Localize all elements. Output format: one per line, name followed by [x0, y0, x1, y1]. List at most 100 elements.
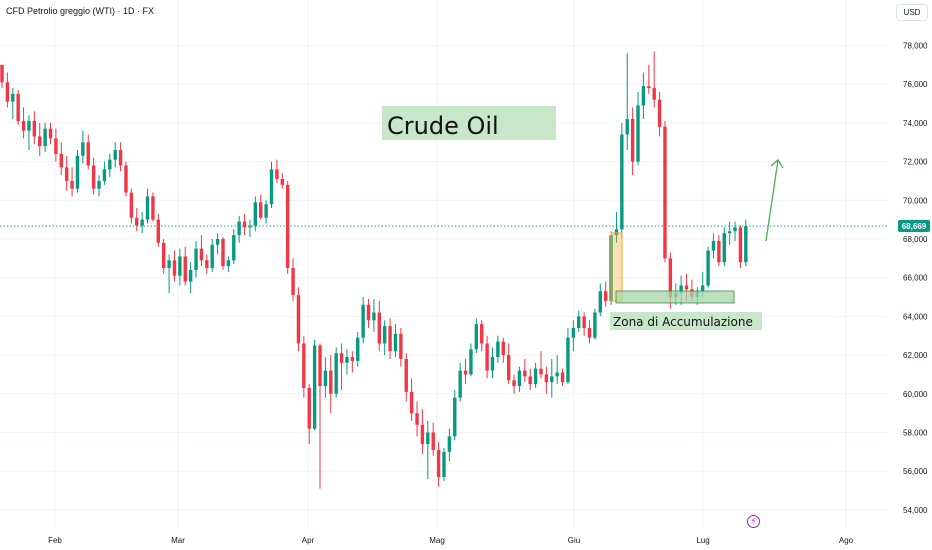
candle-body — [485, 343, 489, 371]
candle-body — [533, 368, 538, 385]
candle-body — [16, 93, 20, 121]
candle-body — [625, 119, 629, 135]
candle-body — [372, 312, 376, 321]
candle-body — [345, 357, 349, 363]
candle-body — [183, 256, 187, 282]
candle-body — [701, 285, 705, 292]
x-tick-label: Ago — [839, 536, 854, 545]
candle-body — [5, 82, 10, 102]
candle-body — [377, 312, 381, 344]
candle-body — [43, 128, 47, 147]
candle-body — [64, 167, 69, 181]
candle-body — [242, 221, 247, 228]
candle-body — [259, 202, 263, 218]
candle-body — [318, 345, 322, 387]
candle-body — [463, 370, 468, 375]
candle-body — [21, 120, 26, 131]
candle-body — [269, 169, 274, 205]
candle-body — [620, 134, 624, 230]
candle-body — [108, 159, 112, 170]
x-tick-label: Apr — [302, 536, 315, 545]
candle-body — [237, 221, 241, 236]
candle-body — [54, 138, 58, 154]
candle-body — [647, 86, 651, 89]
candle-body — [641, 86, 646, 106]
candle-body — [382, 326, 387, 344]
candle-body — [102, 169, 107, 181]
candle-body — [528, 376, 532, 385]
candle-body — [226, 260, 231, 267]
candle-body — [188, 269, 193, 282]
candle-body — [210, 244, 214, 269]
candle-body — [264, 204, 268, 218]
candle-body — [684, 285, 689, 290]
candle-body — [113, 149, 117, 160]
candle-body — [32, 120, 37, 137]
candle-body — [329, 370, 333, 394]
accumulation-zone — [615, 290, 735, 304]
x-tick-label: Mag — [429, 536, 445, 545]
candle-body — [167, 260, 171, 269]
candle-body — [501, 341, 505, 356]
candle-body — [205, 260, 209, 269]
y-tick-label: 64,000 — [903, 312, 928, 321]
last-price-badge: 68,669 — [898, 220, 930, 233]
candles — [0, 51, 748, 489]
y-tick-label: 76,000 — [903, 80, 928, 89]
candle-body — [598, 291, 602, 313]
candle-body — [458, 370, 462, 398]
candle-body — [442, 451, 446, 478]
candle-body — [172, 260, 177, 276]
candle-body — [291, 268, 295, 296]
candle-body — [560, 372, 565, 383]
candle-body — [738, 227, 743, 263]
lightning-bolt-icon[interactable]: ⚡ — [747, 515, 760, 528]
candle-body — [404, 358, 408, 392]
candle-body — [388, 326, 392, 352]
gridlines — [0, 0, 888, 528]
candle-body — [420, 424, 425, 445]
candle-body — [151, 196, 155, 220]
candle-body — [679, 285, 683, 294]
candle-body — [706, 250, 710, 286]
candle-body — [253, 202, 258, 226]
candle-body — [361, 304, 365, 338]
y-tick-label: 62,000 — [903, 351, 928, 360]
candle-body — [469, 349, 473, 375]
candle-body — [496, 341, 500, 358]
candle-body — [81, 142, 85, 156]
candle-body — [27, 120, 31, 131]
y-tick-label: 54,000 — [903, 506, 928, 515]
candle-body — [91, 165, 96, 189]
candle-body — [194, 248, 198, 270]
candle-body — [334, 353, 338, 394]
candle-body — [302, 343, 306, 388]
candle-body — [232, 235, 236, 261]
candle-body — [663, 126, 667, 259]
candle-body — [285, 184, 290, 269]
candle-body — [582, 316, 586, 329]
currency-selector[interactable]: USD — [896, 4, 928, 21]
y-tick-label: 74,000 — [903, 119, 928, 128]
crude-oil-label: Crude Oil — [387, 112, 499, 140]
symbol-title[interactable]: CFD Petrolio greggio (WTI) · 1D · FX — [6, 6, 155, 16]
candle-body — [603, 291, 608, 301]
y-tick-label: 70,000 — [903, 196, 928, 205]
x-axis: Feb Mar Apr Mag Giu Lug Ago — [48, 536, 854, 545]
candle-body — [436, 449, 441, 478]
candle-body — [727, 231, 732, 234]
zone-label-box — [610, 312, 762, 330]
candle-body — [744, 226, 748, 263]
candle-body — [652, 88, 656, 100]
candle-body — [668, 258, 673, 298]
candle-body — [657, 99, 662, 127]
candle-body — [593, 312, 597, 338]
candle-body — [275, 169, 279, 180]
candle-body — [248, 225, 252, 228]
candle-body — [431, 432, 435, 450]
candle-body — [393, 333, 398, 352]
candle-body — [426, 432, 430, 445]
y-tick-label: 78,000 — [903, 42, 928, 51]
candle-body — [86, 142, 90, 166]
zone-label: Zona di Accumulazione — [613, 315, 753, 329]
